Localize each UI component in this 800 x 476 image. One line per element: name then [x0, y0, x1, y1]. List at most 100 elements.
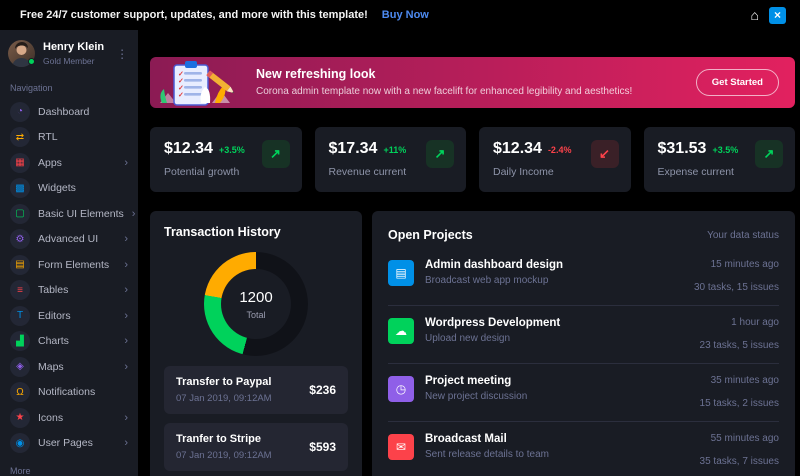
mail-icon: ✉: [388, 434, 414, 460]
get-started-button[interactable]: Get Started: [695, 69, 779, 96]
stat-card: $17.34 +11% Revenue current ↗: [314, 127, 466, 192]
donut-chart: 1200 Total: [204, 252, 308, 356]
transaction-history-card: Transaction History 1200 Total Transfer …: [150, 211, 362, 476]
sidebar-item-form-elements[interactable]: ▤ Form Elements ›: [0, 252, 138, 278]
project-row[interactable]: ✉ Broadcast Mail Sent release details to…: [388, 421, 779, 476]
sidebar-item-notifications[interactable]: Ω Notifications ›: [0, 380, 138, 406]
stat-card: $31.53 +3.5% Expense current ↗: [643, 127, 795, 192]
transaction-amount: $236: [309, 383, 336, 397]
sidebar-item-apps[interactable]: ▦ Apps ›: [0, 150, 138, 176]
stat-delta: +11%: [383, 145, 407, 155]
project-row[interactable]: ◷ Project meeting New project discussion…: [388, 363, 779, 421]
project-list: ▤ Admin dashboard design Broadcast web a…: [388, 248, 779, 476]
banner-illustration: ✓ ✓ ✓ ✓: [150, 57, 250, 108]
open-projects-card: Open Projects Your data status ▤ Admin d…: [372, 211, 795, 476]
sidebar-item-tables[interactable]: ≡ Tables ›: [0, 278, 138, 304]
trend-arrow-icon: ↗: [755, 140, 783, 168]
svg-text:✓: ✓: [178, 71, 184, 78]
data-status-label: Your data status: [707, 229, 779, 241]
stat-value: $12.34: [493, 140, 542, 157]
transaction-history-title: Transaction History: [164, 225, 281, 239]
transaction-row[interactable]: Tranfer to Stripe 07 Jan 2019, 09:12AM $…: [164, 423, 348, 471]
sidebar-item-editors[interactable]: T Editors ›: [0, 303, 138, 329]
transaction-list: Transfer to Paypal 07 Jan 2019, 09:12AM …: [164, 366, 348, 471]
widgets-icon: ▩: [10, 178, 30, 199]
stat-value: $17.34: [328, 140, 378, 157]
sidebar-item-label: User Pages: [38, 437, 93, 450]
buy-now-link[interactable]: Buy Now: [381, 9, 429, 21]
svg-text:✓: ✓: [178, 92, 184, 99]
sidebar-item-advanced-ui[interactable]: ⚙ Advanced UI ›: [0, 227, 138, 253]
dashboard-icon: ◔: [10, 101, 30, 122]
project-time: 35 minutes ago: [710, 375, 779, 386]
close-icon: ×: [773, 8, 781, 22]
close-banner-button[interactable]: ×: [769, 6, 786, 24]
sidebar-item-rtl[interactable]: ⇄ RTL ›: [0, 125, 138, 151]
banner-subtitle: Corona admin template now with a new fac…: [256, 86, 633, 98]
sidebar-item-label: Charts: [38, 335, 69, 348]
home-icon[interactable]: ⌂: [750, 7, 759, 23]
project-tasks: 30 tasks, 15 issues: [693, 282, 779, 293]
transaction-title: Tranfer to Stripe: [176, 433, 261, 445]
stat-delta: +3.5%: [712, 145, 739, 155]
sidebar-item-label: Advanced UI: [38, 233, 99, 246]
project-subtitle: Sent release details to team: [425, 449, 549, 460]
profile-block[interactable]: Henry Klein Gold Member ⋮: [0, 30, 138, 75]
sidebar-item-icons[interactable]: ★ Icons ›: [0, 405, 138, 431]
sidebar-item-user-pages[interactable]: ◉ User Pages ›: [0, 431, 138, 457]
stat-delta: +3.5%: [218, 145, 245, 155]
sidebar-item-label: Notifications: [38, 386, 96, 399]
charts-icon: ▟: [10, 331, 30, 352]
document-icon: ▤: [388, 260, 414, 286]
project-tasks: 35 tasks, 7 issues: [699, 456, 779, 467]
project-time: 1 hour ago: [731, 317, 779, 328]
project-subtitle: Broadcast web app mockup: [425, 275, 549, 286]
advanced-ui-icon: ⚙: [10, 229, 30, 250]
trend-arrow-icon: ↗: [261, 140, 290, 168]
sidebar-item-label: Tables: [38, 284, 69, 297]
stat-card: $12.34 +3.5% Potential growth ↗: [150, 127, 302, 192]
svg-text:✓: ✓: [178, 78, 184, 85]
stats-row: $12.34 +3.5% Potential growth ↗ $17.34 +…: [150, 127, 795, 192]
nav-more-label: More: [10, 466, 31, 476]
sidebar-item-basic-ui-elements[interactable]: ▢ Basic UI Elements ›: [0, 201, 138, 227]
profile-menu-icon[interactable]: ⋮: [116, 46, 129, 61]
basic-ui-icon: ▢: [10, 203, 30, 224]
promo-message: Free 24/7 customer support, updates, and…: [20, 9, 368, 21]
promo-topbar: Free 24/7 customer support, updates, and…: [0, 0, 800, 30]
sidebar-item-charts[interactable]: ▟ Charts ›: [0, 329, 138, 355]
sidebar-item-maps[interactable]: ◈ Maps ›: [0, 354, 138, 380]
chevron-right-icon: ›: [124, 233, 128, 246]
chevron-right-icon: ›: [124, 411, 128, 424]
chevron-right-icon: ›: [131, 207, 136, 220]
form-elements-icon: ▤: [10, 254, 30, 275]
transaction-amount: $593: [309, 440, 336, 454]
project-row[interactable]: ▤ Admin dashboard design Broadcast web a…: [388, 248, 779, 305]
nav-list: ◔ Dashboard › ⇄ RTL › ▦ Apps › ▩ Widgets…: [0, 99, 138, 456]
sidebar-item-label: Dashboard: [38, 105, 90, 118]
sidebar-item-label: Widgets: [38, 182, 76, 195]
project-row[interactable]: ☁ Wordpress Development Upload new desig…: [388, 305, 779, 363]
profile-role: Gold Member: [43, 56, 95, 66]
stat-label: Revenue current: [328, 166, 407, 178]
editors-icon: T: [10, 305, 30, 326]
stat-delta: -2.4%: [547, 145, 572, 155]
banner-title: New refreshing look: [256, 67, 376, 82]
transaction-title: Transfer to Paypal: [176, 376, 272, 388]
donut-total-label: Total: [246, 309, 266, 320]
notifications-icon: Ω: [10, 382, 30, 403]
sidebar-item-widgets[interactable]: ▩ Widgets ›: [0, 176, 138, 202]
project-subtitle: New project discussion: [425, 391, 528, 402]
trend-arrow-icon: ↗: [426, 140, 454, 168]
transaction-row[interactable]: Transfer to Paypal 07 Jan 2019, 09:12AM …: [164, 366, 348, 414]
sidebar-item-dashboard[interactable]: ◔ Dashboard ›: [0, 99, 138, 125]
user-pages-icon: ◉: [10, 433, 30, 454]
main-content: ✓ ✓ ✓ ✓ New refreshing look Corona admin…: [150, 30, 795, 476]
sidebar-item-label: Basic UI Elements: [38, 207, 124, 220]
chevron-right-icon: ›: [124, 258, 128, 271]
rtl-icon: ⇄: [10, 127, 30, 148]
donut-ring: [204, 252, 308, 356]
apps-icon: ▦: [10, 152, 30, 173]
project-title: Wordpress Development: [425, 317, 561, 329]
sidebar-item-label: RTL: [38, 131, 58, 144]
